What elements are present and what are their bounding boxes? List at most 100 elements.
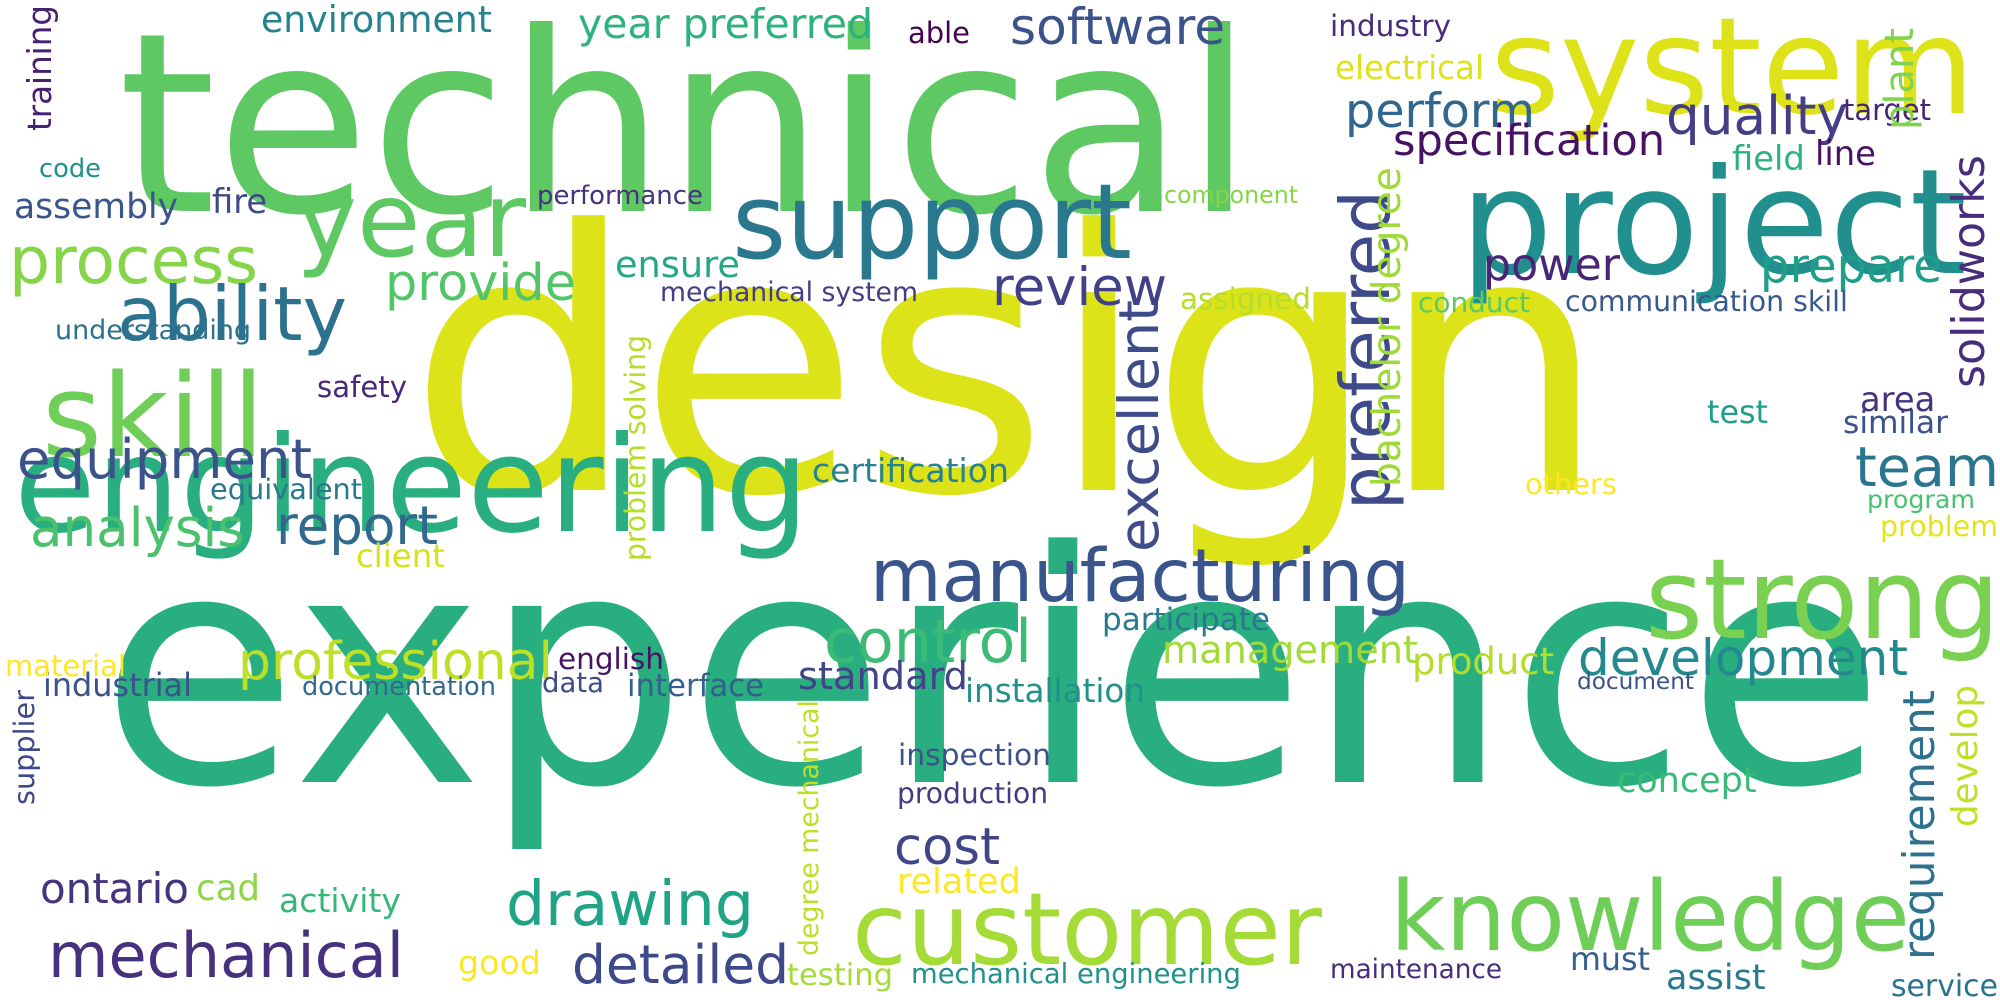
word-service: service (1891, 969, 1998, 1000)
word-degree-mechanical: degree mechanical (794, 700, 825, 956)
word-must: must (1570, 942, 1651, 978)
word-installation: installation (965, 672, 1146, 710)
word-provide: provide (385, 253, 576, 312)
word-standard: standard (798, 654, 969, 699)
word-requirement: requirement (1894, 690, 1945, 960)
word-system: system (1490, 0, 1975, 145)
word-understanding: understanding (55, 315, 252, 346)
word-conduct: conduct (1418, 286, 1530, 319)
word-power: power (1483, 240, 1620, 291)
word-assigned: assigned (1180, 282, 1311, 316)
word-program: program (1867, 485, 1975, 514)
word-documentation: documentation (302, 672, 496, 702)
word-similar: similar (1843, 405, 1948, 441)
word-prepare: prepare (1760, 240, 1942, 294)
word-year: year (296, 161, 526, 281)
word-performance: performance (537, 181, 703, 211)
word-english: english (558, 642, 664, 676)
word-assist: assist (1666, 958, 1766, 998)
word-client: client (356, 537, 445, 575)
word-related: related (897, 862, 1021, 902)
word-process: process (9, 224, 258, 299)
word-specification: specification (1393, 116, 1666, 166)
word-develop: develop (1945, 685, 1986, 827)
word-assembly: assembly (14, 187, 179, 227)
word-professional: professional (238, 632, 553, 692)
word-customer: customer (852, 871, 1322, 988)
word-year-preferred: year preferred (578, 0, 874, 48)
word-electrical: electrical (1335, 49, 1484, 87)
word-test: test (1707, 395, 1768, 431)
word-problem: problem (1880, 510, 1998, 543)
word-testing: testing (787, 958, 894, 993)
word-fire: fire (212, 182, 268, 221)
word-participate: participate (1102, 602, 1270, 638)
word-cost: cost (894, 818, 1000, 877)
word-software: software (1010, 0, 1225, 56)
word-certification: certification (812, 451, 1009, 490)
word-data: data (542, 667, 604, 699)
word-training: training (21, 5, 59, 131)
word-maintenance: maintenance (1330, 955, 1502, 985)
word-cad: cad (196, 868, 261, 909)
word-excellent: excellent (1107, 300, 1172, 552)
word-mechanical: mechanical (48, 919, 405, 992)
word-industry: industry (1330, 9, 1451, 43)
word-drawing: drawing (506, 868, 754, 940)
word-field: field (1732, 139, 1805, 178)
word-support: support (732, 161, 1132, 283)
word-quality: quality (1666, 85, 1849, 147)
word-supplier: supplier (7, 690, 41, 805)
word-document: document (1577, 668, 1694, 695)
word-area: area (1860, 380, 1936, 419)
word-environment: environment (261, 0, 492, 41)
word-project: project (1460, 138, 1967, 308)
word-mechanical-system: mechanical system (660, 277, 918, 308)
word-experience: experience (100, 483, 1885, 858)
word-manufacturing: manufacturing (870, 534, 1410, 619)
word-knowledge: knowledge (1390, 861, 1910, 973)
word-technical: technical (118, 0, 1254, 270)
word-management: management (1162, 629, 1418, 673)
word-industrial: industrial (43, 666, 192, 704)
word-review: review (992, 257, 1167, 318)
word-team: team (1855, 435, 1999, 500)
word-plant: plant (1877, 27, 1923, 130)
word-product: product (1412, 640, 1555, 683)
word-equivalent: equivalent (210, 472, 363, 506)
word-control: control (824, 607, 1032, 677)
word-able: able (908, 16, 970, 50)
word-safety: safety (317, 370, 407, 404)
word-concept: concept (1617, 761, 1757, 801)
word-communication-skill: communication skill (1565, 285, 1848, 318)
word-ability: ability (117, 270, 348, 358)
word-solidworks: solidworks (1944, 155, 1995, 388)
word-target: target (1843, 93, 1931, 127)
word-analysis: analysis (30, 497, 245, 559)
word-others: others (1525, 467, 1617, 501)
word-strong: strong (1645, 535, 2000, 665)
word-ontario: ontario (40, 864, 189, 913)
word-inspection: inspection (898, 738, 1051, 773)
word-activity: activity (279, 881, 401, 920)
word-development: development (1578, 629, 1908, 687)
word-line: line (1815, 134, 1876, 173)
word-mechanical-engineering: mechanical engineering (911, 959, 1241, 990)
word-code: code (39, 154, 101, 184)
word-report: report (276, 495, 439, 557)
word-skill: skill (42, 350, 265, 484)
word-design: design (408, 155, 1608, 576)
word-interface: interface (627, 668, 765, 704)
word-equipment: equipment (17, 427, 312, 491)
word-problem-solving: problem solving (619, 335, 652, 561)
word-production: production (897, 777, 1049, 810)
word-bachelor-degree: bachelor degree (1365, 167, 1410, 487)
word-good: good (458, 943, 541, 982)
word-ensure: ensure (615, 243, 740, 286)
word-material: material (5, 649, 126, 683)
word-perform: perform (1345, 84, 1535, 139)
word-component: component (1164, 181, 1299, 209)
word-engineering: engineering (14, 409, 810, 563)
word-detailed: detailed (572, 933, 789, 996)
